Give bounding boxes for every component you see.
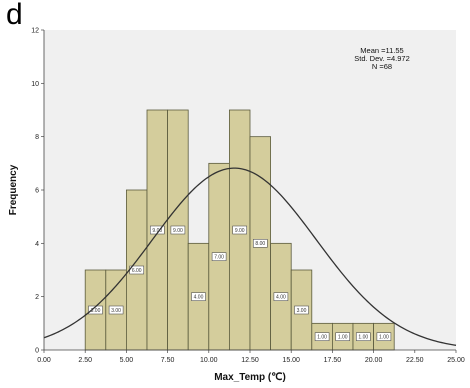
y-tick-label: 8	[35, 134, 39, 141]
stats-box: Mean =11.55 Std. Dev. =4.972 N =68	[354, 46, 410, 71]
bar-label-box	[355, 332, 371, 341]
x-tick-label: 17.50	[324, 357, 342, 364]
bar-label-text: 4.00	[276, 294, 286, 300]
y-tick-label: 12	[31, 28, 39, 35]
bar-label: 3.00	[108, 305, 124, 315]
bar-label-text: 3.00	[297, 308, 307, 314]
bar-label-text: 9.00	[235, 228, 245, 234]
x-ticks-layer: 0.00 2.50 5.00 7.50 10.00 12.50 15.00 17.50 20.0…	[37, 350, 465, 364]
bar-label: 3.00	[294, 305, 309, 315]
bar-label: 1.00	[355, 332, 371, 341]
bar-label-box	[191, 292, 206, 301]
x-tick-label: 0.00	[37, 357, 51, 364]
bar-label-box	[253, 239, 268, 248]
normal-curve	[43, 167, 457, 346]
bar-label-box	[314, 332, 330, 341]
x-tick-label: 5.00	[120, 357, 134, 364]
bar-label: 9.00	[232, 225, 247, 235]
x-tick-label: 10.00	[200, 357, 218, 364]
bar-label-box	[335, 332, 351, 341]
y-axis-title: Frequency	[8, 164, 19, 215]
y-tick-label: 4	[35, 241, 39, 248]
y-tick-label: 2	[35, 294, 39, 301]
stats-mean: Mean =11.55	[360, 46, 403, 55]
x-tick-label: 25.00	[447, 357, 465, 364]
x-axis-title: Max_Temp (℃)	[214, 372, 286, 383]
bar-label-box	[108, 305, 124, 315]
bar-label-box	[170, 225, 186, 235]
bar-label-text: 3.00	[111, 308, 121, 314]
bar-label-text: 6.00	[132, 268, 142, 274]
y-tick-label: 0	[35, 348, 39, 355]
bar-label-text: 7.00	[214, 254, 224, 260]
bar-label-text: 1.00	[379, 334, 389, 340]
x-tick-label: 20.00	[365, 357, 383, 364]
y-tick-label: 6	[35, 188, 39, 195]
bar-label: 8.00	[253, 239, 268, 248]
bar-label-text: 1.00	[338, 334, 348, 340]
x-tick-label: 22.50	[406, 357, 424, 364]
bar-label: 4.00	[191, 292, 206, 301]
bar-label: 1.00	[376, 332, 392, 341]
bar-label-box	[232, 225, 247, 235]
x-tick-label: 2.50	[78, 357, 92, 364]
bar-label: 1.00	[314, 332, 330, 341]
bar-label-text: 3.00	[91, 308, 101, 314]
bar-label: 4.00	[273, 292, 289, 301]
x-tick-label: 12.50	[241, 357, 259, 364]
y-ticks-layer: 0 2 4 6 8 10 12	[31, 28, 44, 355]
stats-n: N =68	[372, 62, 392, 71]
bar-labels-layer: 3.00 3.00 6.00 9.00 9.00 4.00 7.00 9.00 8.00 4.00…	[88, 225, 392, 341]
x-tick-label: 15.00	[282, 357, 300, 364]
bar-label: 1.00	[335, 332, 351, 341]
bar-label-box	[273, 292, 289, 301]
x-tick-label: 7.50	[161, 357, 175, 364]
stats-std-dev: Std. Dev. =4.972	[354, 54, 410, 63]
bar-label-text: 9.00	[152, 228, 162, 234]
bar-label-box	[376, 332, 392, 341]
bar-label: 7.00	[211, 252, 227, 261]
bar-label-text: 4.00	[194, 294, 204, 300]
bar-label-text: 1.00	[317, 334, 327, 340]
bar-label-text: 8.00	[255, 241, 265, 247]
bar-label-box	[211, 252, 227, 261]
bar-label: 9.00	[170, 225, 186, 235]
bar-label-text: 9.00	[173, 228, 183, 234]
bar-label-box	[294, 305, 309, 315]
bar-label-text: 1.00	[358, 334, 368, 340]
panel-label: d	[6, 0, 23, 31]
y-tick-label: 10	[31, 81, 39, 88]
